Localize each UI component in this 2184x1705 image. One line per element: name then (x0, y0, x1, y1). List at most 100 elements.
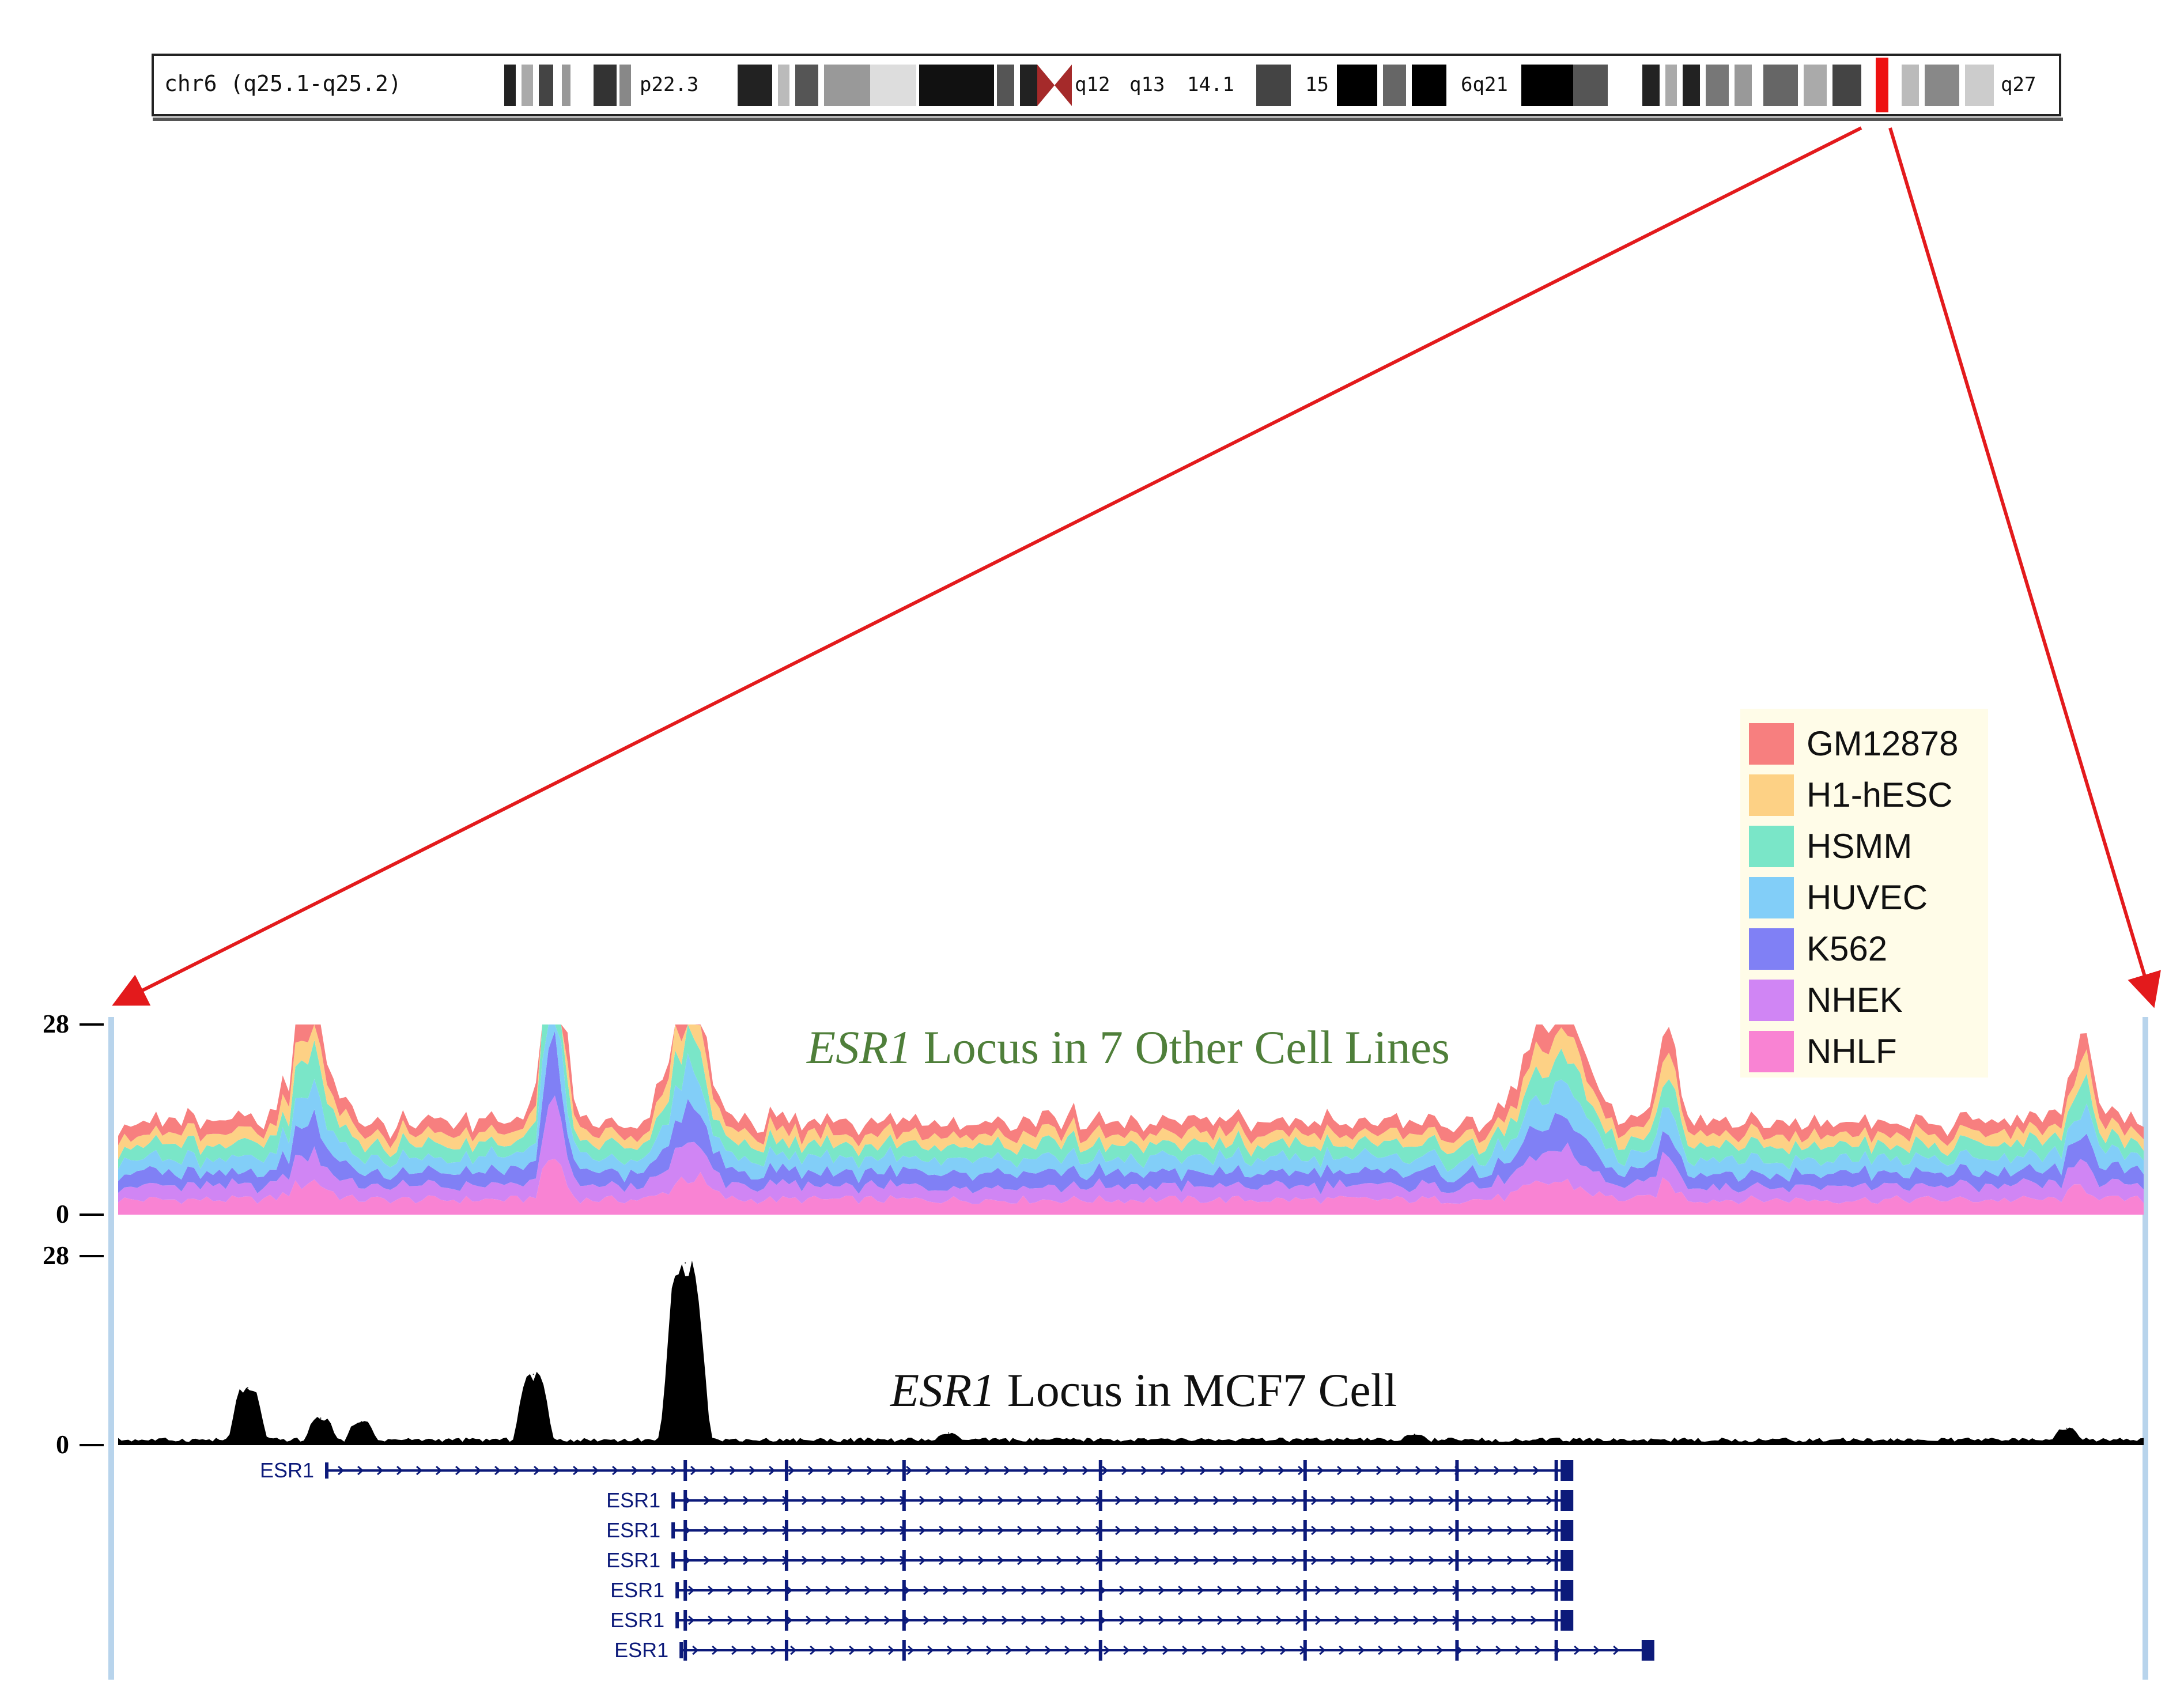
strand-arrow-icon (997, 1525, 1004, 1536)
strand-arrow-icon (1487, 1495, 1494, 1506)
strand-arrow-icon (762, 1525, 769, 1536)
isoform-exon (1560, 1490, 1574, 1511)
strand-arrow-icon (1409, 1555, 1416, 1566)
strand-arrow-icon (923, 1585, 930, 1596)
isoform-exon (1560, 1460, 1574, 1481)
strand-arrow-icon (1119, 1585, 1126, 1596)
strand-arrow-icon (1468, 1555, 1475, 1566)
strand-arrow-icon (1193, 1495, 1200, 1506)
ideogram-band (795, 65, 818, 106)
strand-arrow-icon (1331, 1555, 1337, 1566)
strand-arrow-icon (966, 1645, 973, 1655)
isoform-exon (1554, 1520, 1558, 1541)
isoform-exon (325, 1462, 329, 1479)
isoform-exon (902, 1460, 906, 1481)
strand-arrow-icon (788, 1465, 795, 1476)
isoform-exon (1554, 1550, 1558, 1571)
isoform-exon (1303, 1550, 1307, 1571)
centromere (1037, 65, 1055, 106)
strand-arrow-icon (357, 1465, 364, 1476)
strand-arrow-icon (1180, 1465, 1187, 1476)
strand-arrow-icon (845, 1585, 852, 1596)
strand-arrow-icon (1350, 1495, 1357, 1506)
strand-arrow-icon (884, 1615, 891, 1625)
strand-arrow-icon (1115, 1525, 1122, 1536)
isoform-exon (784, 1640, 788, 1661)
strand-arrow-icon (1413, 1585, 1420, 1596)
strand-arrow-icon (1468, 1495, 1475, 1506)
strand-arrow-icon (1389, 1525, 1396, 1536)
isoform-exon (1560, 1610, 1574, 1631)
strand-arrow-icon (1056, 1525, 1063, 1536)
strand-arrow-icon (1429, 1555, 1435, 1566)
strand-arrow-icon (1409, 1495, 1416, 1506)
ideogram-band (1925, 65, 1959, 106)
strand-arrow-icon (1315, 1585, 1322, 1596)
isoform-exon (1098, 1610, 1102, 1631)
strand-arrow-icon (723, 1525, 730, 1536)
ideogram-band (1735, 65, 1752, 106)
strand-arrow-icon (1060, 1615, 1067, 1625)
strand-arrow-icon (436, 1465, 443, 1476)
strand-arrow-icon (849, 1645, 856, 1655)
strand-arrow-icon (1413, 1615, 1420, 1625)
strand-arrow-icon (1115, 1555, 1122, 1566)
strand-arrow-icon (978, 1495, 985, 1506)
strand-arrow-icon (1491, 1615, 1498, 1625)
mcf7-peak-point (360, 1421, 362, 1422)
strand-arrow-icon (1448, 1555, 1455, 1566)
strand-arrow-icon (1064, 1645, 1071, 1655)
strand-arrow-icon (1335, 1585, 1342, 1596)
band-label: q27 (2001, 73, 2036, 96)
strand-arrow-icon (1233, 1525, 1240, 1536)
isoform-exon (784, 1610, 788, 1631)
strand-arrow-icon (1272, 1525, 1279, 1536)
strand-arrow-icon (1354, 1585, 1361, 1596)
mcf7-signal-area (118, 1260, 2144, 1445)
strand-arrow-icon (1017, 1525, 1024, 1536)
strand-arrow-icon (1141, 1465, 1148, 1476)
legend-label: K562 (1807, 929, 1887, 968)
isoform-exon (784, 1460, 788, 1481)
strand-arrow-icon (1358, 1645, 1365, 1655)
strand-arrow-icon (1291, 1495, 1298, 1506)
strand-arrow-icon (1119, 1615, 1126, 1625)
strand-arrow-icon (1448, 1495, 1455, 1506)
strand-arrow-icon (1546, 1525, 1553, 1536)
isoform-label: ESR1 (260, 1458, 314, 1482)
strand-arrow-icon (978, 1525, 985, 1536)
strand-arrow-icon (1037, 1525, 1044, 1536)
series-area-hsmm (118, 1024, 2144, 1172)
mcf7-peak-point (948, 1432, 950, 1434)
zoom-arrows (112, 126, 2161, 1008)
ideogram-band (1337, 65, 1377, 106)
band-label: q13 (1129, 73, 1165, 96)
strand-arrow-icon (978, 1555, 985, 1566)
strand-arrow-icon (821, 1525, 828, 1536)
strand-arrow-icon (747, 1585, 754, 1596)
isoform-exon (1554, 1640, 1558, 1661)
strand-arrow-icon (1043, 1465, 1050, 1476)
strand-arrow-icon (943, 1615, 950, 1625)
strand-arrow-icon (1193, 1555, 1200, 1566)
strand-arrow-icon (1123, 1645, 1130, 1655)
strand-arrow-icon (841, 1555, 848, 1566)
strand-arrow-icon (1154, 1495, 1161, 1506)
legend-swatch (1749, 774, 1794, 816)
ideogram-band (919, 65, 994, 106)
series-area-huvec (118, 1024, 2144, 1184)
strand-arrow-icon (939, 1525, 946, 1536)
isoform-exon (1455, 1580, 1459, 1601)
legend-label: NHLF (1807, 1032, 1897, 1071)
strand-arrow-icon (727, 1615, 734, 1625)
isoform-exon (1303, 1490, 1307, 1511)
strand-arrow-icon (919, 1555, 926, 1566)
isoform-exon (1560, 1550, 1574, 1571)
region-highlight[interactable] (1876, 58, 1888, 112)
strand-arrow-icon (1415, 1465, 1422, 1476)
strand-arrow-icon (1197, 1615, 1204, 1625)
isoform-exon (1098, 1580, 1102, 1601)
strand-arrow-icon (806, 1615, 813, 1625)
strand-arrow-icon (1239, 1465, 1246, 1476)
chromosome-ideogram[interactable]: chr6 (q25.1-q25.2) p22.3 q12 q13 14.1 15… (152, 54, 2063, 121)
